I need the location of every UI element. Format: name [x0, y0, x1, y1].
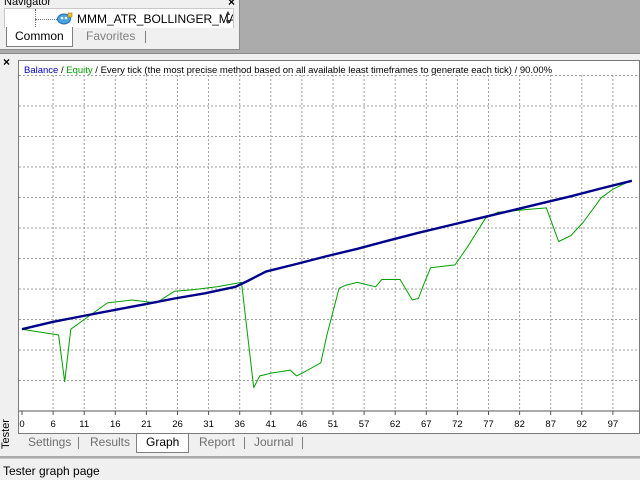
balance-series-line — [21, 179, 633, 331]
legend-separator: / — [58, 65, 67, 76]
navigator-panel: Navigator × MMM_ATR_BOLLINGER_MA ▲ ▼ Comm… — [0, 0, 240, 50]
legend-equity: Equity — [66, 65, 93, 76]
navigator-tree[interactable]: MMM_ATR_BOLLINGER_MA ▲ ▼ — [4, 8, 234, 28]
x-tick-label: 77 — [483, 419, 494, 430]
equity-graph: 0 6 11 16 21 26 31 36 41 46 51 57 62 67 72 77 82 87 92 97 B… — [18, 60, 640, 434]
tab-results[interactable]: Results — [90, 435, 131, 449]
x-tick-label: 67 — [421, 419, 432, 430]
x-tick-label: 31 — [203, 419, 214, 430]
navigator-tabs: Common Favorites — [4, 27, 234, 48]
x-tick-label: 97 — [608, 419, 619, 430]
tab-report[interactable]: Report — [199, 435, 236, 449]
x-tick-label: 46 — [297, 419, 308, 430]
equity-series-line — [21, 179, 633, 389]
legend-description: / Every tick (the most precise method ba… — [92, 65, 553, 76]
tester-tabs: Settings Results Graph Report Journal — [18, 434, 640, 456]
x-tick-label: 41 — [266, 419, 277, 430]
tab-settings[interactable]: Settings — [28, 435, 72, 449]
x-tick-label: 92 — [577, 419, 588, 430]
x-tick-label: 21 — [141, 419, 152, 430]
tab-separator — [302, 437, 303, 449]
expert-advisor-item[interactable]: MMM_ATR_BOLLINGER_MA — [77, 12, 234, 26]
x-tick-label: 6 — [50, 419, 55, 430]
tab-separator — [244, 437, 245, 449]
expert-advisor-icon — [57, 12, 73, 25]
equity-chart: 0 6 11 16 21 26 31 36 41 46 51 57 62 67 72 77 82 87 92 97 — [19, 75, 639, 430]
tester-panel: × Tester 0 6 11 16 21 26 31 36 41 46 51 57 62 67 72 77 8… — [0, 53, 640, 456]
tab-favorites[interactable]: Favorites — [86, 29, 136, 43]
legend-balance: Balance — [24, 65, 59, 76]
x-tick-label: 26 — [172, 419, 183, 430]
status-text: Tester graph page — [3, 464, 100, 478]
tree-scroll-arrows-icon[interactable]: ▲ ▼ — [224, 10, 232, 26]
tab-common[interactable]: Common — [6, 27, 73, 47]
tree-connector — [35, 19, 57, 20]
graph-legend: Balance / Equity / Every tick (the most … — [24, 65, 552, 76]
x-tick-label: 72 — [452, 419, 463, 430]
x-tick-label: 36 — [234, 419, 245, 430]
x-tick-label: 11 — [79, 419, 89, 430]
x-tick-label: 82 — [514, 419, 525, 430]
x-tick-label: 57 — [359, 419, 370, 430]
tab-graph[interactable]: Graph — [136, 434, 190, 453]
navigator-close-icon[interactable]: × — [228, 0, 236, 9]
x-tick-label: 16 — [110, 419, 121, 430]
tester-side-label: Tester — [0, 419, 12, 449]
x-tick-label: 87 — [545, 419, 556, 430]
x-tick-label: 62 — [390, 419, 401, 430]
tester-close-icon[interactable]: × — [3, 55, 11, 69]
tab-separator — [145, 31, 146, 43]
status-bar: Tester graph page — [0, 458, 640, 480]
tab-journal[interactable]: Journal — [254, 435, 294, 449]
x-tick-label: 0 — [19, 419, 24, 430]
x-tick-label: 51 — [328, 419, 339, 430]
navigator-title: Navigator — [4, 0, 52, 8]
tab-separator — [78, 437, 79, 449]
tree-connector — [35, 9, 36, 28]
